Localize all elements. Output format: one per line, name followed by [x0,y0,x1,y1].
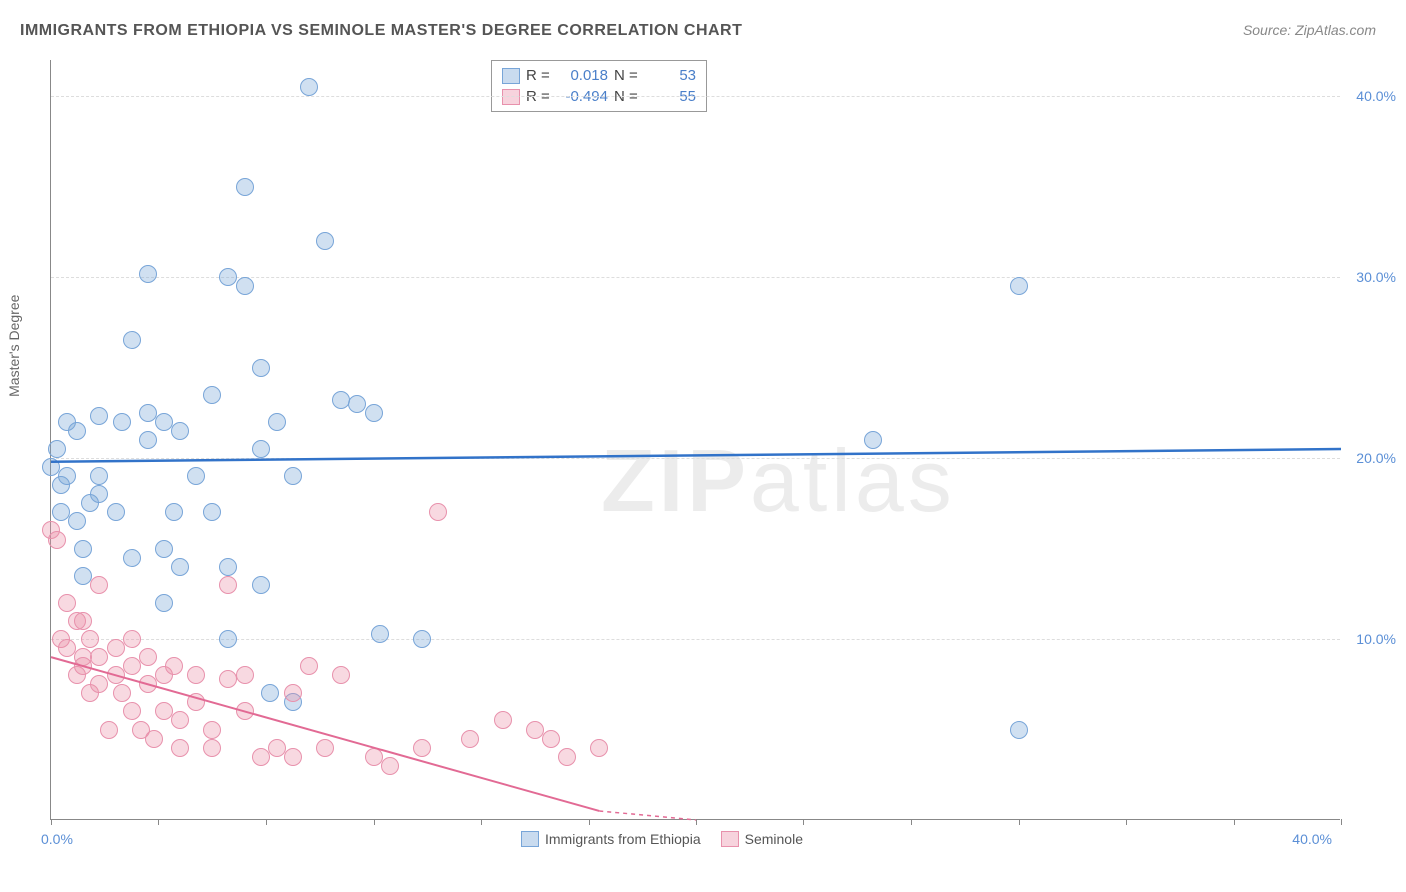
x-tick [1341,819,1342,825]
series-legend: Immigrants from Ethiopia Seminole [521,831,803,847]
legend-label: Seminole [745,831,803,847]
legend-item: Immigrants from Ethiopia [521,831,701,847]
legend-label: Immigrants from Ethiopia [545,831,701,847]
source-credit: Source: ZipAtlas.com [1243,22,1376,38]
legend-swatch [721,831,739,847]
y-tick-label: 30.0% [1346,269,1396,285]
y-axis-label: Master's Degree [6,295,22,397]
legend-item: Seminole [721,831,803,847]
y-tick-label: 20.0% [1346,450,1396,466]
legend-swatch [521,831,539,847]
y-tick-label: 40.0% [1346,88,1396,104]
x-axis-min-label: 0.0% [41,831,73,847]
x-axis-max-label: 40.0% [1292,831,1332,847]
plot-area: ZIPatlas R = 0.018 N = 53 R = -0.494 N =… [50,60,1340,820]
y-tick-label: 10.0% [1346,631,1396,647]
trend-line [51,60,1341,820]
chart-title: IMMIGRANTS FROM ETHIOPIA VS SEMINOLE MAS… [20,22,742,40]
